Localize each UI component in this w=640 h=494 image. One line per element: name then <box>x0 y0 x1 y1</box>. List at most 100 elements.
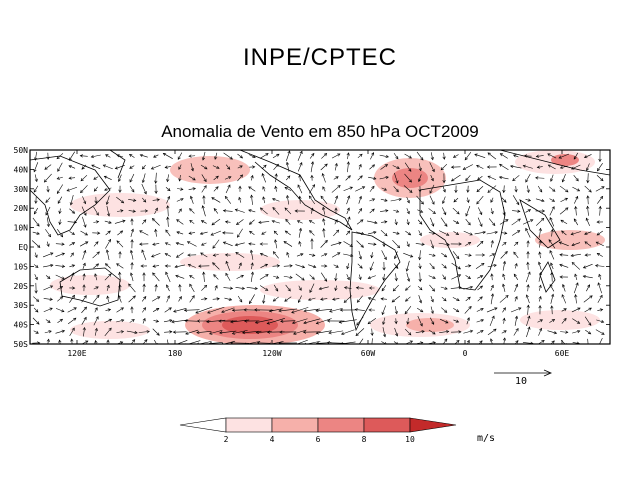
wind-vector <box>439 331 449 333</box>
wind-vector-head <box>322 186 326 190</box>
wind-vector-head <box>563 317 567 322</box>
wind-vector-head <box>35 298 40 302</box>
reference-vector-label: 10 <box>515 376 528 387</box>
wind-vector <box>419 263 421 269</box>
wind-vector-head <box>118 189 122 193</box>
wind-vector <box>179 174 181 182</box>
wind-vector-head <box>144 209 149 213</box>
wind-vector-head <box>265 274 269 278</box>
wind-vector <box>116 210 124 212</box>
wind-vector <box>303 318 321 324</box>
wind-vector-head <box>34 254 38 259</box>
wind-vector <box>309 220 315 224</box>
wind-vector-head <box>490 293 495 297</box>
wind-vector <box>403 185 413 193</box>
wind-vector-head <box>207 310 211 314</box>
wind-vector-head <box>274 173 278 177</box>
wind-vector <box>429 317 435 325</box>
wind-vector-head <box>515 283 519 288</box>
wind-vector-head <box>418 189 422 193</box>
wind-vectors <box>31 150 605 344</box>
wind-vector-head <box>493 328 497 332</box>
wind-vector-head <box>346 207 350 211</box>
wind-vector-head <box>382 243 386 248</box>
wind-vector <box>272 207 280 215</box>
wind-vector <box>599 206 601 216</box>
wind-vector <box>93 286 99 290</box>
wind-vector <box>212 262 220 270</box>
wind-vector <box>548 164 556 170</box>
wind-vector-head <box>94 200 98 204</box>
wind-vector <box>394 327 398 337</box>
wind-vector-head <box>395 341 399 344</box>
wind-vector-head <box>130 218 134 222</box>
wind-vector-head <box>249 249 254 253</box>
wind-vector <box>116 240 124 248</box>
wind-vector-head <box>558 155 562 159</box>
wind-vector <box>309 283 315 293</box>
wind-vector <box>105 154 111 158</box>
wind-vector-head <box>141 249 145 253</box>
wind-vector-head <box>103 175 108 179</box>
wind-vector-head <box>106 284 110 288</box>
wind-vector-head <box>49 285 54 289</box>
wind-vector-head <box>215 186 219 190</box>
wind-vector-head <box>46 156 50 160</box>
wind-vector <box>142 173 146 183</box>
wind-vector <box>106 249 110 261</box>
wind-vector-head <box>575 178 579 182</box>
wind-vector-head <box>565 189 569 193</box>
wind-vector-head <box>239 165 243 169</box>
wind-vector <box>262 173 266 183</box>
wind-vector-head <box>130 306 134 310</box>
wind-vector <box>286 195 290 205</box>
wind-vector <box>45 319 51 323</box>
wind-vector-head <box>178 208 182 212</box>
wind-vector-head <box>271 198 276 202</box>
wind-vector-head <box>549 250 553 254</box>
wind-vector-head <box>189 195 193 200</box>
wind-vector <box>489 253 495 257</box>
wind-vector-head <box>324 163 328 167</box>
wind-vector <box>34 252 38 258</box>
wind-vector-head <box>107 230 111 234</box>
wind-vector-head <box>287 150 291 154</box>
wind-vector <box>165 271 171 283</box>
wind-vector-head <box>596 253 601 256</box>
wind-vector <box>439 230 449 236</box>
wind-vector <box>335 273 337 281</box>
wind-vector <box>539 228 541 238</box>
wind-vector <box>367 231 377 235</box>
wind-vector <box>403 252 413 258</box>
wind-vector <box>331 185 341 193</box>
wind-vector-head <box>584 231 588 235</box>
wind-vector <box>559 264 569 268</box>
wind-vector <box>575 206 577 216</box>
wind-vector <box>187 340 201 344</box>
wind-vector <box>395 273 397 281</box>
wind-vector <box>250 272 254 282</box>
wind-vector-head <box>595 241 599 245</box>
wind-vector-head <box>212 245 216 249</box>
wind-vector <box>293 329 307 335</box>
wind-vector-head <box>95 286 99 290</box>
wind-vector-head <box>80 178 84 182</box>
wind-vector-head <box>249 230 253 234</box>
lon-label: 60W <box>361 349 376 358</box>
wind-vector <box>47 339 50 344</box>
wind-vector <box>451 274 461 280</box>
wind-vector <box>380 198 388 202</box>
wind-vector <box>560 219 568 225</box>
wind-vector-head <box>56 155 60 160</box>
wind-vector-head <box>189 275 193 279</box>
wind-vector <box>272 220 280 224</box>
wind-vector <box>142 164 146 170</box>
wind-vector <box>211 197 221 203</box>
wind-vector-head <box>559 275 563 279</box>
wind-vector <box>358 208 362 214</box>
wind-vector <box>549 284 555 292</box>
wind-vector-head <box>250 194 254 198</box>
wind-vector-head <box>34 178 38 183</box>
wind-vector-head <box>418 278 422 283</box>
wind-vector-head <box>549 217 553 221</box>
